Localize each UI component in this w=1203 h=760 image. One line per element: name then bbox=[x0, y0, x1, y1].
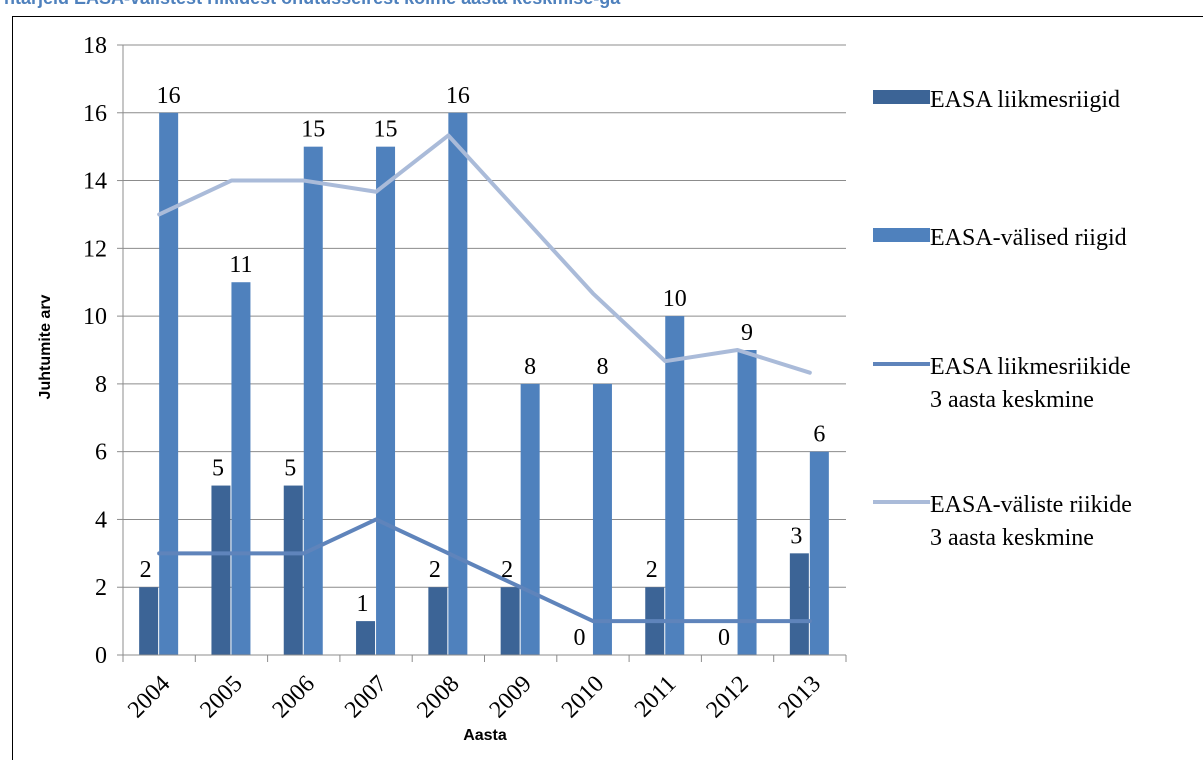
bar bbox=[448, 112, 468, 656]
y-axis-title: Juhtumite arv bbox=[37, 294, 54, 399]
bar bbox=[500, 587, 520, 655]
data-label: 1 bbox=[357, 591, 369, 617]
data-label: 6 bbox=[813, 422, 825, 448]
bar bbox=[428, 587, 448, 655]
data-label: 2 bbox=[646, 557, 658, 583]
legend-swatch bbox=[873, 228, 930, 242]
bar bbox=[356, 621, 376, 655]
data-label: 8 bbox=[524, 354, 536, 380]
y-tick-label: 8 bbox=[95, 372, 107, 398]
bar bbox=[283, 485, 303, 655]
bar bbox=[139, 587, 159, 655]
data-label: 0 bbox=[573, 625, 585, 651]
bar bbox=[809, 451, 829, 655]
x-tick-label: 2006 bbox=[268, 671, 320, 723]
y-tick-label: 0 bbox=[95, 643, 107, 669]
series-line bbox=[157, 517, 812, 624]
bar bbox=[592, 383, 612, 655]
x-tick-label: 2007 bbox=[340, 671, 392, 723]
data-label: 0 bbox=[718, 625, 730, 651]
legend: EASA liikmesriigid EASA-välised riigid EAS… bbox=[873, 87, 1132, 551]
x-tick-label: 2012 bbox=[701, 671, 753, 723]
data-label: 2 bbox=[140, 557, 152, 583]
data-label: 2 bbox=[501, 557, 513, 583]
data-label: 16 bbox=[446, 83, 470, 109]
x-tick-label: 2013 bbox=[774, 671, 826, 723]
y-tick-label: 14 bbox=[83, 169, 107, 195]
data-label: 2 bbox=[429, 557, 441, 583]
data-label: 11 bbox=[229, 252, 252, 278]
data-label: 15 bbox=[301, 117, 325, 143]
bar bbox=[737, 350, 757, 655]
data-label: 9 bbox=[741, 320, 753, 346]
data-label: 8 bbox=[596, 354, 608, 380]
partial-title-text: ntarjeid EASA-välistest riikidest ohutus… bbox=[4, 0, 620, 9]
legend-label: EASA-väliste riikide 3 aasta keskmine bbox=[930, 492, 1132, 551]
y-tick-label: 18 bbox=[83, 33, 107, 59]
legend-label: EASA liikmesriikide 3 aasta keskmine bbox=[930, 354, 1131, 413]
data-label: 10 bbox=[663, 286, 687, 312]
data-label: 16 bbox=[157, 83, 181, 109]
bar bbox=[303, 146, 323, 655]
data-label: 5 bbox=[284, 456, 296, 482]
legend-label: EASA liikmesriigid bbox=[930, 87, 1120, 113]
bar bbox=[789, 553, 809, 655]
x-tick-label: 2005 bbox=[195, 671, 247, 723]
data-label: 15 bbox=[374, 117, 398, 143]
data-labels: 2 5 5 1 2 2 0 2 0 3 16 11 15 15 16 8 8 10 9 6 bbox=[140, 83, 826, 651]
data-label: 3 bbox=[790, 523, 802, 549]
bar bbox=[159, 112, 179, 656]
bar bbox=[520, 383, 540, 655]
x-tick-label: 2010 bbox=[557, 671, 609, 723]
bar bbox=[211, 485, 231, 655]
bar bbox=[231, 282, 251, 655]
bar bbox=[376, 146, 396, 655]
y-tick-label: 4 bbox=[95, 507, 107, 533]
x-tick-label: 2008 bbox=[412, 671, 464, 723]
legend-label: EASA-välised riigid bbox=[930, 225, 1127, 251]
x-tick-label: 2009 bbox=[485, 671, 537, 723]
x-tick-label: 2011 bbox=[630, 671, 682, 723]
data-label: 5 bbox=[212, 456, 224, 482]
lines bbox=[157, 133, 812, 624]
legend-swatch bbox=[873, 90, 930, 104]
y-tick-label: 2 bbox=[95, 575, 107, 601]
series-line bbox=[157, 133, 812, 375]
y-tick-label: 16 bbox=[83, 101, 107, 127]
partial-title: ntarjeid EASA-välistest riikidest ohutus… bbox=[0, 0, 1203, 10]
x-axis-title: Aasta bbox=[463, 727, 507, 744]
y-tick-label: 6 bbox=[95, 440, 107, 466]
y-tick-label: 10 bbox=[83, 304, 107, 330]
bars bbox=[139, 112, 829, 656]
bar bbox=[665, 316, 685, 655]
y-tick-label: 12 bbox=[83, 236, 107, 262]
x-tick-label: 2004 bbox=[123, 671, 175, 723]
